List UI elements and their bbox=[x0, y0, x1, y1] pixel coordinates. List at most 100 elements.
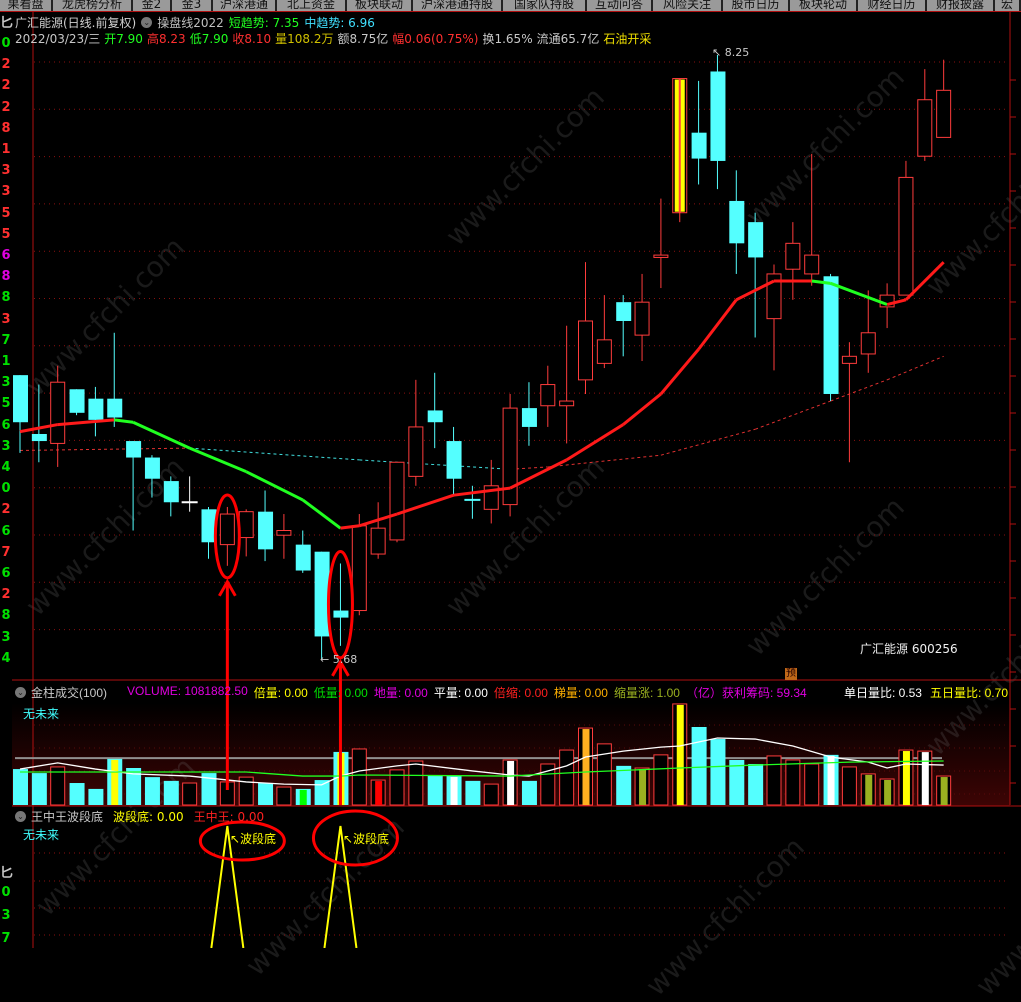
short-trend-line bbox=[830, 281, 888, 306]
mid-trend-line bbox=[830, 379, 888, 402]
volume-bar-up bbox=[653, 754, 669, 806]
candle-down bbox=[295, 544, 311, 571]
tab-4[interactable]: 沪深港通 bbox=[213, 0, 277, 11]
left-axis-label: 3 bbox=[1, 908, 11, 923]
candle-up bbox=[766, 273, 782, 320]
tab-7[interactable]: 沪深港通持股 bbox=[413, 0, 503, 11]
chart-header: 广汇能源(日线.前复权) ⌄ 操盘线2022 短趋势: 7.35 中趋势: 6.… bbox=[15, 14, 375, 31]
tab-11[interactable]: 股市日历 bbox=[723, 0, 790, 11]
candle-down bbox=[823, 276, 839, 394]
left-axis-label: 3 bbox=[1, 184, 11, 200]
indicator-name[interactable]: 操盘线2022 bbox=[157, 16, 224, 30]
volume-bar-mark bbox=[902, 751, 910, 805]
candle-up bbox=[502, 407, 518, 506]
stock-title[interactable]: 广汇能源(日线.前复权) bbox=[15, 16, 137, 30]
left-axis-label: 6 bbox=[1, 248, 11, 263]
candle-up bbox=[408, 426, 424, 477]
short-trend-line bbox=[565, 423, 624, 462]
candle-up bbox=[276, 530, 292, 536]
candle-up bbox=[219, 513, 235, 546]
volume-bar-mark bbox=[299, 789, 307, 805]
candle-up bbox=[370, 527, 386, 555]
max-price-label: ↖ 8.25 bbox=[712, 46, 750, 59]
dropdown-icon[interactable]: ⌄ bbox=[141, 17, 153, 28]
left-axis-label: 3 bbox=[1, 311, 11, 327]
kline-chart[interactable] bbox=[0, 0, 1021, 948]
volume-bar-up bbox=[804, 763, 820, 806]
volume-stat: 平量: 0.00 bbox=[433, 686, 488, 700]
candle-down bbox=[446, 441, 462, 479]
tab-15[interactable]: 宏 bbox=[995, 0, 1021, 11]
volume-bar-mark bbox=[450, 777, 458, 805]
volume-bar-down bbox=[748, 763, 764, 805]
volume-bar-up bbox=[389, 769, 405, 806]
short-trend-line bbox=[811, 279, 831, 285]
tab-3[interactable]: 金3 bbox=[172, 0, 213, 11]
day-volume-ratio: 单日量比: 0.53 bbox=[843, 686, 922, 700]
mid-trend-value: 中趋势: 6.96 bbox=[304, 16, 375, 30]
candle-up bbox=[578, 320, 593, 381]
short-trend-line bbox=[114, 418, 134, 424]
volume-bar-down bbox=[144, 777, 160, 805]
volume-header: ⌄ 金柱成交(100) VOLUME: 1081882.50 倍量: 0.00 低量… bbox=[15, 684, 1008, 701]
candle-down bbox=[314, 551, 330, 637]
tab-9[interactable]: 互动问答 bbox=[587, 0, 653, 11]
tab-bar: 果看盘 龙虎榜分析 金2 金3 沪深港通 北上资金 板块联动 沪深港通持股 国家队持股 互动问答风… bbox=[0, 0, 1021, 12]
tab-13[interactable]: 财经日历 bbox=[858, 0, 927, 11]
candle-down bbox=[333, 610, 349, 618]
quote-amount: 额8.75亿 bbox=[337, 32, 389, 46]
volume-bar-down bbox=[521, 780, 537, 805]
left-axis-label: 3 bbox=[1, 629, 11, 645]
left-axis-label: 5 bbox=[1, 226, 11, 242]
volume-indicator-name[interactable]: 金柱成交(100) bbox=[31, 686, 108, 700]
candle-up bbox=[596, 339, 612, 364]
candle-up bbox=[841, 355, 857, 364]
left-axis-label: 2 bbox=[1, 502, 11, 518]
volume-stat: 倍量: 0.00 bbox=[253, 686, 308, 700]
candle-down bbox=[126, 441, 142, 458]
tab-14[interactable]: 财报披露 bbox=[927, 0, 995, 11]
tab-12[interactable]: 板块轮动 bbox=[790, 0, 858, 11]
tab-1[interactable]: 龙虎榜分析 bbox=[53, 0, 133, 11]
candle-up bbox=[540, 384, 556, 407]
mid-trend-line bbox=[886, 355, 944, 381]
tab-5[interactable]: 北上资金 bbox=[277, 0, 347, 11]
dropdown-icon[interactable]: ⌄ bbox=[15, 687, 26, 698]
volume-bar-up bbox=[238, 776, 254, 806]
left-axis-label: 2 bbox=[1, 78, 11, 94]
short-trend-line bbox=[509, 458, 568, 490]
dropdown-icon[interactable]: ⌄ bbox=[15, 811, 26, 822]
tab-8[interactable]: 国家队持股 bbox=[503, 0, 587, 11]
volume-bar-down bbox=[616, 765, 632, 805]
forecast-badge[interactable]: 预 bbox=[785, 668, 797, 680]
stock-code-label: 广汇能源 600256 bbox=[860, 642, 958, 656]
candle-up bbox=[559, 400, 575, 407]
candle-up bbox=[879, 294, 895, 308]
left-axis-label: 7 bbox=[1, 332, 11, 348]
tab-0[interactable]: 果看盘 bbox=[0, 0, 53, 11]
candle-down bbox=[616, 302, 632, 322]
arrow-head-icon bbox=[218, 578, 237, 597]
left-axis-label: 0 bbox=[1, 885, 11, 900]
volume-bar-down bbox=[126, 768, 142, 805]
no-future-label: 无未来 bbox=[23, 828, 60, 842]
candle-up bbox=[860, 332, 876, 355]
annotation-ellipse bbox=[213, 493, 241, 580]
volume-stat: 缩量涨: 1.00 bbox=[613, 686, 680, 700]
candle-up bbox=[238, 511, 254, 539]
short-trend-line bbox=[697, 298, 738, 351]
wave-bottom-signal-label: ↖波段底 bbox=[230, 832, 277, 846]
wave-indicator-name[interactable]: 王中王波段底 bbox=[31, 810, 104, 824]
candle-up bbox=[936, 89, 952, 138]
left-axis-label: 8 bbox=[1, 269, 11, 285]
candle-down bbox=[710, 71, 726, 161]
candle-down bbox=[163, 481, 179, 503]
tab-2[interactable]: 金2 bbox=[133, 0, 172, 11]
quote-sector[interactable]: 石油开采 bbox=[603, 32, 652, 46]
tab-6[interactable]: 板块联动 bbox=[347, 0, 413, 11]
tab-10[interactable]: 风险关注 bbox=[653, 0, 723, 11]
quote-turnover: 换1.65% bbox=[482, 32, 533, 46]
candle-up bbox=[898, 176, 914, 296]
volume-stat: 倍缩: 0.00 bbox=[493, 686, 548, 700]
left-axis-label: 5 bbox=[1, 396, 11, 412]
